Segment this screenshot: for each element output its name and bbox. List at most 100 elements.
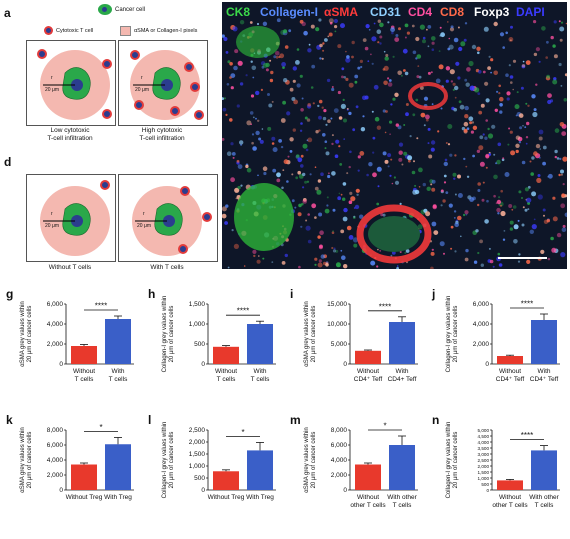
bar-without	[497, 356, 523, 364]
y-tick-label: 3,500	[478, 446, 490, 451]
y-tick-label: 0	[59, 361, 63, 368]
diagram-with-tcells: r 20 μm	[118, 174, 218, 262]
category-label: Without Treg	[66, 494, 103, 501]
diagram-low-svg	[37, 49, 112, 120]
y-tick-label: 4,500	[478, 434, 490, 439]
chart-i-svg: i 0 5,000 10,000 15,000 αSMA grey values with…	[290, 287, 418, 383]
distance-label-d1: 20 μm	[45, 223, 59, 229]
diagram-with-svg	[132, 186, 212, 256]
category-label: T cells	[109, 376, 128, 383]
bar-with	[247, 450, 273, 490]
chart-h-svg: h 0 500 1,000 1,500 Collagen-I grey values wi…	[148, 287, 276, 383]
category-label: With Treg	[246, 494, 274, 501]
y-tick-label: 1,000	[478, 476, 490, 481]
y-axis-label: Collagen-I grey values within	[162, 296, 168, 373]
vessel-small	[408, 82, 448, 110]
caption-low: Low cytotoxic T-cell infiltration	[47, 127, 93, 142]
y-tick-label: 8,000	[47, 427, 64, 434]
y-axis-label: 20 μm of cancer cells	[27, 432, 33, 489]
legend-cancer-label: Cancer cell	[115, 6, 146, 13]
category-label: With	[538, 368, 551, 375]
bar-without	[213, 346, 239, 364]
y-tick-label: 4,000	[47, 457, 64, 464]
y-tick-label: 500	[194, 341, 205, 348]
y-tick-label: 10,000	[327, 321, 347, 328]
y-axis-label: αSMA grey values within	[304, 301, 310, 367]
bar-with	[531, 450, 557, 490]
radius-label-a1: r	[51, 75, 53, 81]
y-tick-label: 4,000	[331, 457, 348, 464]
cancer-cell-icon	[98, 4, 112, 15]
y-axis-label: 20 μm of cancer cells	[27, 306, 33, 363]
panel-letter-g: g	[6, 287, 13, 301]
significance-marker: ****	[521, 431, 533, 440]
category-label: other T cells	[492, 502, 528, 509]
category-label: CD4⁺ Teff	[354, 376, 383, 383]
y-tick-label: 500	[194, 475, 205, 482]
y-tick-label: 1,000	[189, 321, 206, 328]
y-axis-label: Collagen-I grey values within	[162, 422, 168, 499]
category-label: Without	[215, 368, 237, 375]
chart-m: m 0 2,000 4,000 6,000 8,000 αSMA grey values w…	[288, 412, 426, 534]
channel-label-cd8: CD8	[440, 5, 465, 19]
bar-without	[71, 346, 97, 364]
category-label: With	[396, 368, 409, 375]
y-tick-label: 4,000	[47, 321, 64, 328]
chart-j: j 0 2,000 4,000 6,000 Collagen-I grey values …	[430, 286, 568, 408]
distance-label-a1: 20 μm	[45, 87, 59, 93]
y-tick-label: 3,000	[478, 452, 490, 457]
distance-label-d2: 20 μm	[137, 223, 151, 229]
category-label: T cells	[251, 376, 270, 383]
category-label: With other	[387, 494, 417, 501]
panel-letter-k: k	[6, 413, 13, 427]
significance-marker: ****	[379, 302, 391, 311]
category-label: Without Treg	[208, 494, 245, 501]
y-tick-label: 5,000	[331, 341, 348, 348]
bar-without	[213, 471, 239, 490]
y-axis-label: 20 μm of cancer cells	[311, 306, 317, 363]
chart-n: n 0 500 1,000 1,500 2,000 2,500 3,000 3,500 4,000…	[430, 412, 568, 534]
chart-l-svg: l 0 500 1,000 1,500 2,000 2,500 Collagen-I grey…	[148, 413, 276, 501]
diagram-without-svg	[40, 180, 110, 256]
y-tick-label: 2,000	[473, 341, 490, 348]
y-tick-label: 6,000	[47, 301, 64, 308]
y-tick-label: 6,000	[331, 442, 348, 449]
bar-without	[71, 464, 97, 490]
y-tick-label: 0	[343, 361, 347, 368]
distance-label-a2: 20 μm	[135, 87, 149, 93]
category-label: With other	[529, 494, 559, 501]
y-axis-label: αSMA grey values within	[20, 301, 26, 367]
bar-with	[247, 324, 273, 364]
y-axis-label: 20 μm of cancer cells	[311, 432, 317, 489]
radius-label-d1: r	[51, 211, 53, 217]
y-axis-label: αSMA grey values within	[20, 427, 26, 493]
y-tick-label: 15,000	[327, 301, 347, 308]
y-axis-label: Collagen-I grey values within	[446, 296, 452, 373]
y-axis-label: αSMA grey values within	[304, 427, 310, 493]
category-label: With	[112, 368, 125, 375]
y-tick-label: 0	[59, 487, 63, 494]
diagram-low-infiltration: r 20 μm	[26, 40, 116, 126]
chart-k-svg: k 0 2,000 4,000 6,000 8,000 αSMA grey values w…	[6, 413, 134, 501]
channel-label-foxp3: Foxp3	[474, 5, 510, 19]
category-label: T cells	[535, 502, 554, 509]
category-label: Without	[499, 368, 521, 375]
significance-marker: *	[241, 428, 244, 437]
panel-letter-n: n	[432, 413, 439, 427]
category-label: Without	[357, 368, 379, 375]
category-label: Without	[499, 494, 521, 501]
category-label: Without	[73, 368, 95, 375]
pixel-zone-icon	[120, 26, 131, 36]
y-axis-label: 20 μm of cancer cells	[453, 306, 459, 363]
significance-marker: ****	[237, 307, 249, 316]
y-tick-label: 2,000	[331, 472, 348, 479]
y-tick-label: 500	[481, 482, 489, 487]
y-tick-label: 2,000	[47, 341, 64, 348]
ck8-region	[234, 183, 294, 251]
y-tick-label: 6,000	[473, 301, 490, 308]
immunofluorescence-micrograph: CK8 Collagen-I αSMA CD31 CD4 CD8 Foxp3 DAPI	[222, 2, 567, 269]
caption-without: Without T cells	[48, 264, 92, 271]
y-axis-label: 20 μm of cancer cells	[169, 432, 175, 489]
y-tick-label: 4,000	[478, 440, 490, 445]
y-tick-label: 2,000	[47, 472, 64, 479]
